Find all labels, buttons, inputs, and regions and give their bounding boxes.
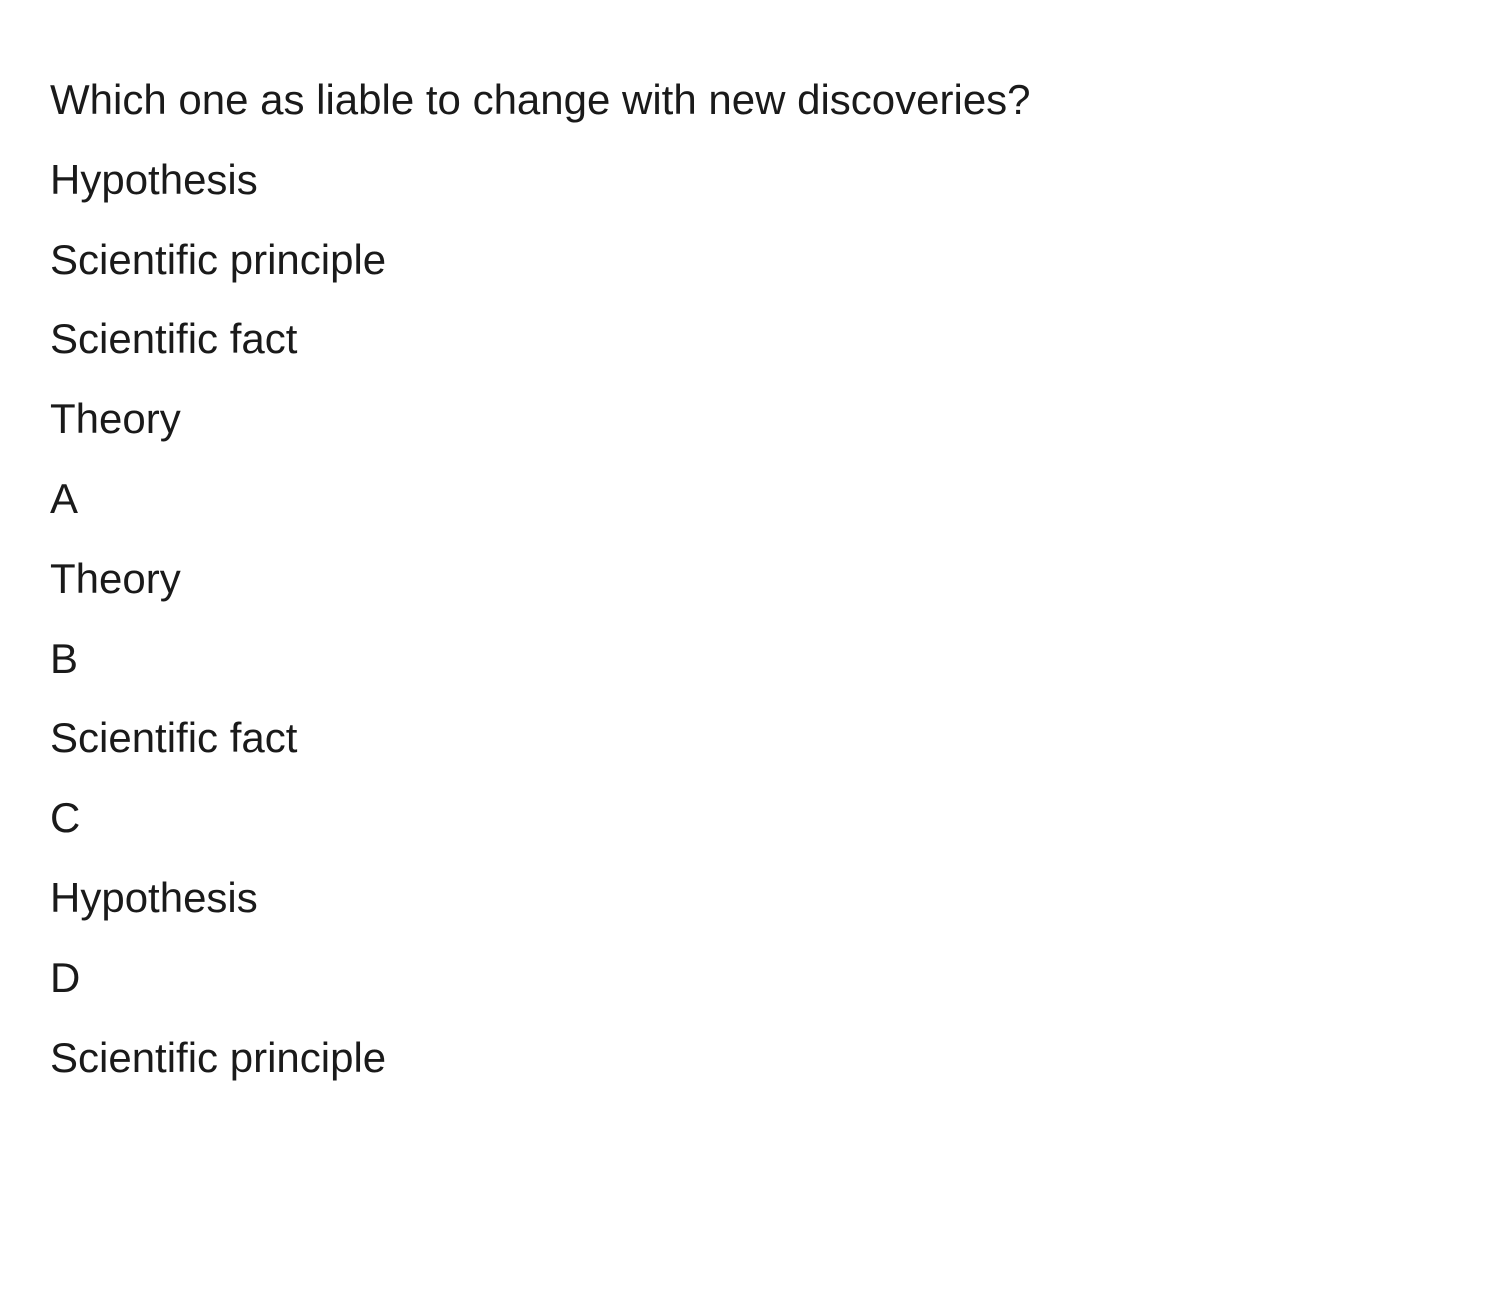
option-d-text: Scientific principle — [50, 1018, 1450, 1098]
option-b-text: Scientific fact — [50, 698, 1450, 778]
option-d-letter: D — [50, 938, 1450, 1018]
question-text: Which one as liable to change with new d… — [50, 60, 1450, 140]
item-2: Scientific principle — [50, 220, 1450, 300]
option-b-letter: B — [50, 619, 1450, 699]
option-c-text: Hypothesis — [50, 858, 1450, 938]
item-1: Hypothesis — [50, 140, 1450, 220]
option-a-text: Theory — [50, 539, 1450, 619]
option-a-letter: A — [50, 459, 1450, 539]
question-content: Which one as liable to change with new d… — [50, 60, 1450, 1097]
item-3: Scientific fact — [50, 299, 1450, 379]
option-c-letter: C — [50, 778, 1450, 858]
item-4: Theory — [50, 379, 1450, 459]
